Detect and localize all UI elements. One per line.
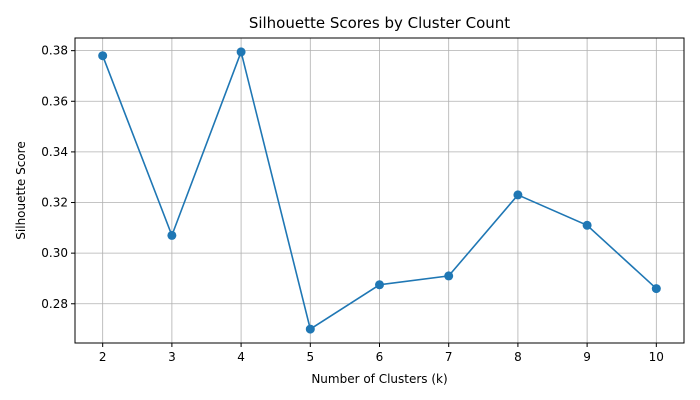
x-tick-label: 3 — [168, 350, 176, 364]
grid-lines — [75, 38, 684, 343]
x-axis-label: Number of Clusters (k) — [311, 372, 447, 386]
x-tick-label: 6 — [376, 350, 384, 364]
y-axis-label: Silhouette Score — [14, 141, 28, 239]
y-tick-label: 0.30 — [41, 246, 68, 260]
x-tick-label: 5 — [306, 350, 314, 364]
x-tick-label: 4 — [237, 350, 245, 364]
chart-title: Silhouette Scores by Cluster Count — [249, 14, 510, 32]
data-point — [582, 220, 592, 230]
x-tick-label: 2 — [99, 350, 107, 364]
data-point — [167, 230, 177, 240]
x-tick-label: 10 — [649, 350, 664, 364]
y-tick-label: 0.32 — [41, 196, 68, 210]
x-tick-label: 9 — [583, 350, 591, 364]
data-point — [444, 271, 454, 281]
data-point — [305, 324, 315, 334]
y-tick-label: 0.36 — [41, 94, 68, 108]
x-tick-label: 7 — [445, 350, 453, 364]
y-tick-label: 0.28 — [41, 297, 68, 311]
y-axis: 0.28 0.30 0.32 0.34 0.36 0.38 — [41, 44, 75, 311]
y-tick-label: 0.34 — [41, 145, 68, 159]
y-tick-label: 0.38 — [41, 44, 68, 58]
x-axis: 2 3 4 5 6 7 8 9 10 — [99, 343, 664, 364]
data-point — [375, 280, 384, 290]
data-point — [236, 47, 246, 57]
data-point — [651, 284, 661, 294]
x-tick-label: 8 — [514, 350, 522, 364]
data-point — [98, 51, 108, 61]
data-point — [513, 190, 523, 200]
series-group — [98, 47, 661, 334]
